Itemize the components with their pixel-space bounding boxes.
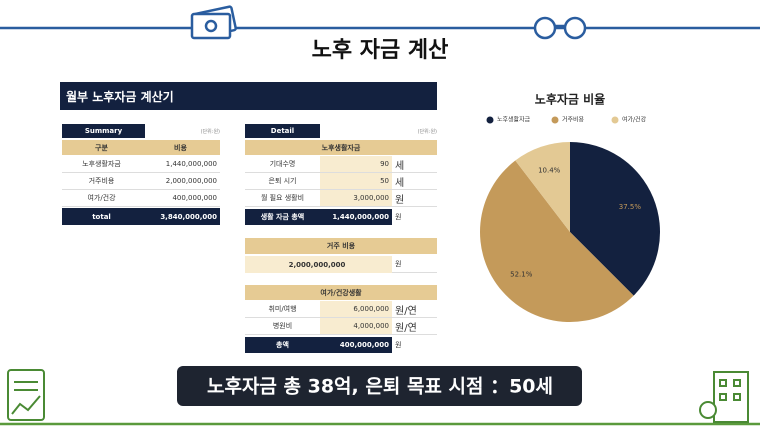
row-label: 여가/건강 [62,190,141,207]
total-value: 3,840,000,000 [141,208,220,225]
housing-unit: 원 [392,256,437,273]
row-value: 2,000,000,000 [141,173,220,190]
row-label: 병원비 [245,318,320,335]
legend-swatch [486,116,494,124]
row-unit: 원 [392,190,437,207]
row-unit: 원/연 [392,301,437,318]
pie-slice [515,142,570,232]
legend-label: 노후생활자금 [497,116,531,124]
legend-label: 여가/건강 [622,116,647,124]
row-value: 6,000,000 [320,301,392,318]
row-label: 월 필요 생활비 [245,190,320,207]
total-label: total [62,208,141,225]
legend-swatch [611,116,619,124]
summary-header: Summary [62,124,145,138]
legend-label: 거주비용 [562,116,585,124]
row-value: 50 [320,173,392,190]
row-value: 4,000,000 [320,318,392,335]
row-label: 취미/여행 [245,301,320,318]
total-unit: 원 [392,337,437,353]
banner-box [177,366,582,406]
total-unit: 원 [392,209,437,225]
panel-title: 월부 노후자금 계산기 [60,82,437,110]
row-unit: 원/연 [392,318,437,335]
row-label: 은퇴 시기 [245,173,320,190]
row-value: 400,000,000 [141,190,220,207]
glasses-icon [533,16,587,40]
total-value: 1,440,000,000 [320,209,392,225]
housing-value: 2,000,000,000 [245,256,392,273]
total-label: 생활 자금 총액 [245,209,320,225]
legend-swatch [551,116,559,124]
row-label: 거주비용 [62,173,141,190]
row-label: 노후생활자금 [62,156,141,173]
building-icon [699,371,749,423]
row-value: 90 [320,156,392,173]
section-title: 노후생활자금 [245,140,437,155]
total-label: 총액 [245,337,320,353]
section-title: 여가/건강생활 [245,285,437,300]
money-icon [190,5,237,40]
section-title: 거주 비용 [245,238,437,254]
detail-header: Detail [245,124,320,138]
total-value: 400,000,000 [320,337,392,353]
slice-label: 37.5% [619,203,642,211]
column-header: 구분 [62,140,141,155]
row-unit: 세 [392,156,437,173]
slice-label: 52.1% [510,271,533,279]
column-header: 비용 [141,140,220,155]
document-icon [7,369,45,421]
banner-text: 노후자금 총 38억, 은퇴 목표 시점 ：50세 [207,376,553,398]
row-value: 1,440,000,000 [141,156,220,173]
chart-title: 노후자금 비율 [535,92,605,107]
detail-unit: (단위:원) [417,128,437,135]
row-label: 기대수명 [245,156,320,173]
pie-slice [570,142,661,296]
slice-label: 10.4% [538,167,561,175]
summary-unit: (단위:원) [200,128,220,135]
page-title: 노후 자금 계산 [312,38,449,63]
row-unit: 세 [392,173,437,190]
pie-slice [480,160,634,322]
row-value: 3,000,000 [320,190,392,207]
